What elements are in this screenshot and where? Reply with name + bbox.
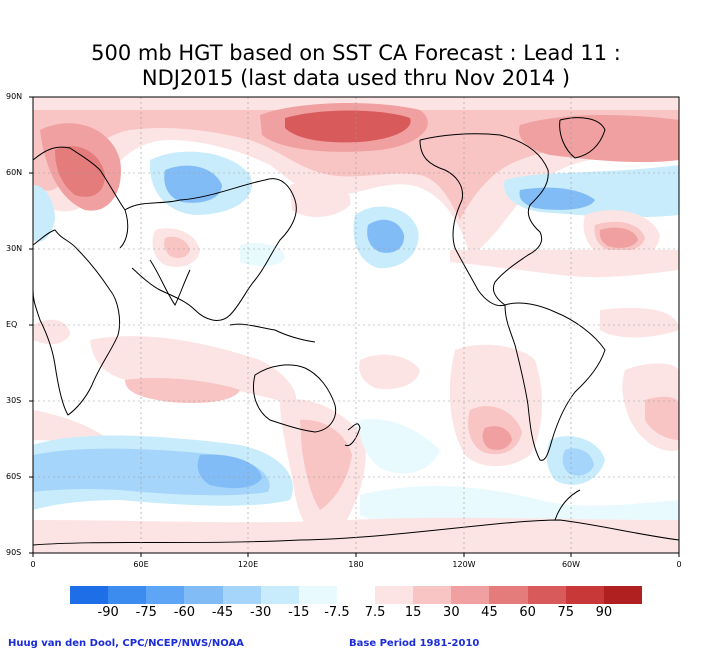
lat-label-90s: 90S [6,548,22,557]
coast-south-america [504,302,606,461]
shaded-field [33,97,679,553]
legend-swatch [413,586,452,604]
coast-europe-north [33,146,129,249]
legend-label: -75 [135,605,157,620]
legend-label: -60 [173,605,196,620]
legend-swatch [108,586,147,604]
legend-label: 15 [404,605,422,620]
legend-label: -30 [250,605,272,620]
lon-label-180: 180 [348,560,364,569]
coast-australia [253,364,337,433]
legend-label: 60 [519,605,536,620]
legend-label: 75 [557,605,574,620]
positive-region-arctic-2 [33,110,679,220]
coast-india [149,259,191,306]
legend-swatch [489,586,528,604]
coast-new-zealand [344,423,361,447]
positive-region-nw-pacific [290,181,351,217]
credit-author: Huug van den Dool, CPC/NCEP/NWS/NOAA [8,638,244,649]
legend-swatch [375,586,414,604]
lat-label-90n: 90N [6,92,23,101]
legend-swatch [527,586,566,604]
legend-label: 90 [595,605,613,620]
legend-swatch [336,586,375,604]
coast-north-america [419,133,549,307]
positive-core-canada [519,115,679,163]
lat-label-60n: 60N [6,168,23,177]
coast-greenland [559,117,606,159]
positive-region-s-indian [90,336,297,405]
title-line-2: NDJ2015 (last data used thru Nov 2014 ) [141,66,571,90]
legend-swatch [70,586,109,604]
lon-label-120w: 120W [452,560,476,569]
legend-swatch [603,586,642,604]
graticule [33,97,679,553]
legend-swatch [260,586,299,604]
legend-label: 45 [481,605,498,620]
coast-indonesia [229,323,316,343]
legend-swatch [298,586,337,604]
lat-label-60s: 60S [6,472,22,481]
lon-label-60e: 60E [133,560,149,569]
legend-swatch [146,586,185,604]
legend-swatch [565,586,604,604]
legend-label: -15 [288,605,310,620]
lon-label-60w: 60W [561,560,581,569]
legend-label: 7.5 [364,605,386,620]
legend-label: -45 [211,605,234,620]
lon-label-0: 0 [30,560,36,569]
coast-antarctica [33,519,679,546]
title-line-1: 500 mb HGT based on SST CA Forecast : Le… [91,41,621,65]
legend-swatch [222,586,261,604]
lat-label-30n: 30N [6,244,23,253]
coast-africa-europe [33,229,121,416]
legend-swatch [451,586,490,604]
coast-antarctic-peninsula [554,489,581,521]
lon-label-0-east: 0 [676,560,682,569]
axis-ticks [29,96,680,557]
lat-label-30s: 30S [6,396,22,405]
legend-label: -7.5 [324,605,350,620]
coastlines [33,117,679,546]
legend-label: -90 [97,605,119,620]
credit-base-period: Base Period 1981-2010 [349,638,480,649]
lat-label-eq: EQ [6,320,18,329]
lon-label-120e: 120E [237,560,259,569]
legend-label: 30 [443,605,460,620]
legend-swatch [184,586,223,604]
coast-asia [124,178,297,321]
color-legend [70,586,642,604]
